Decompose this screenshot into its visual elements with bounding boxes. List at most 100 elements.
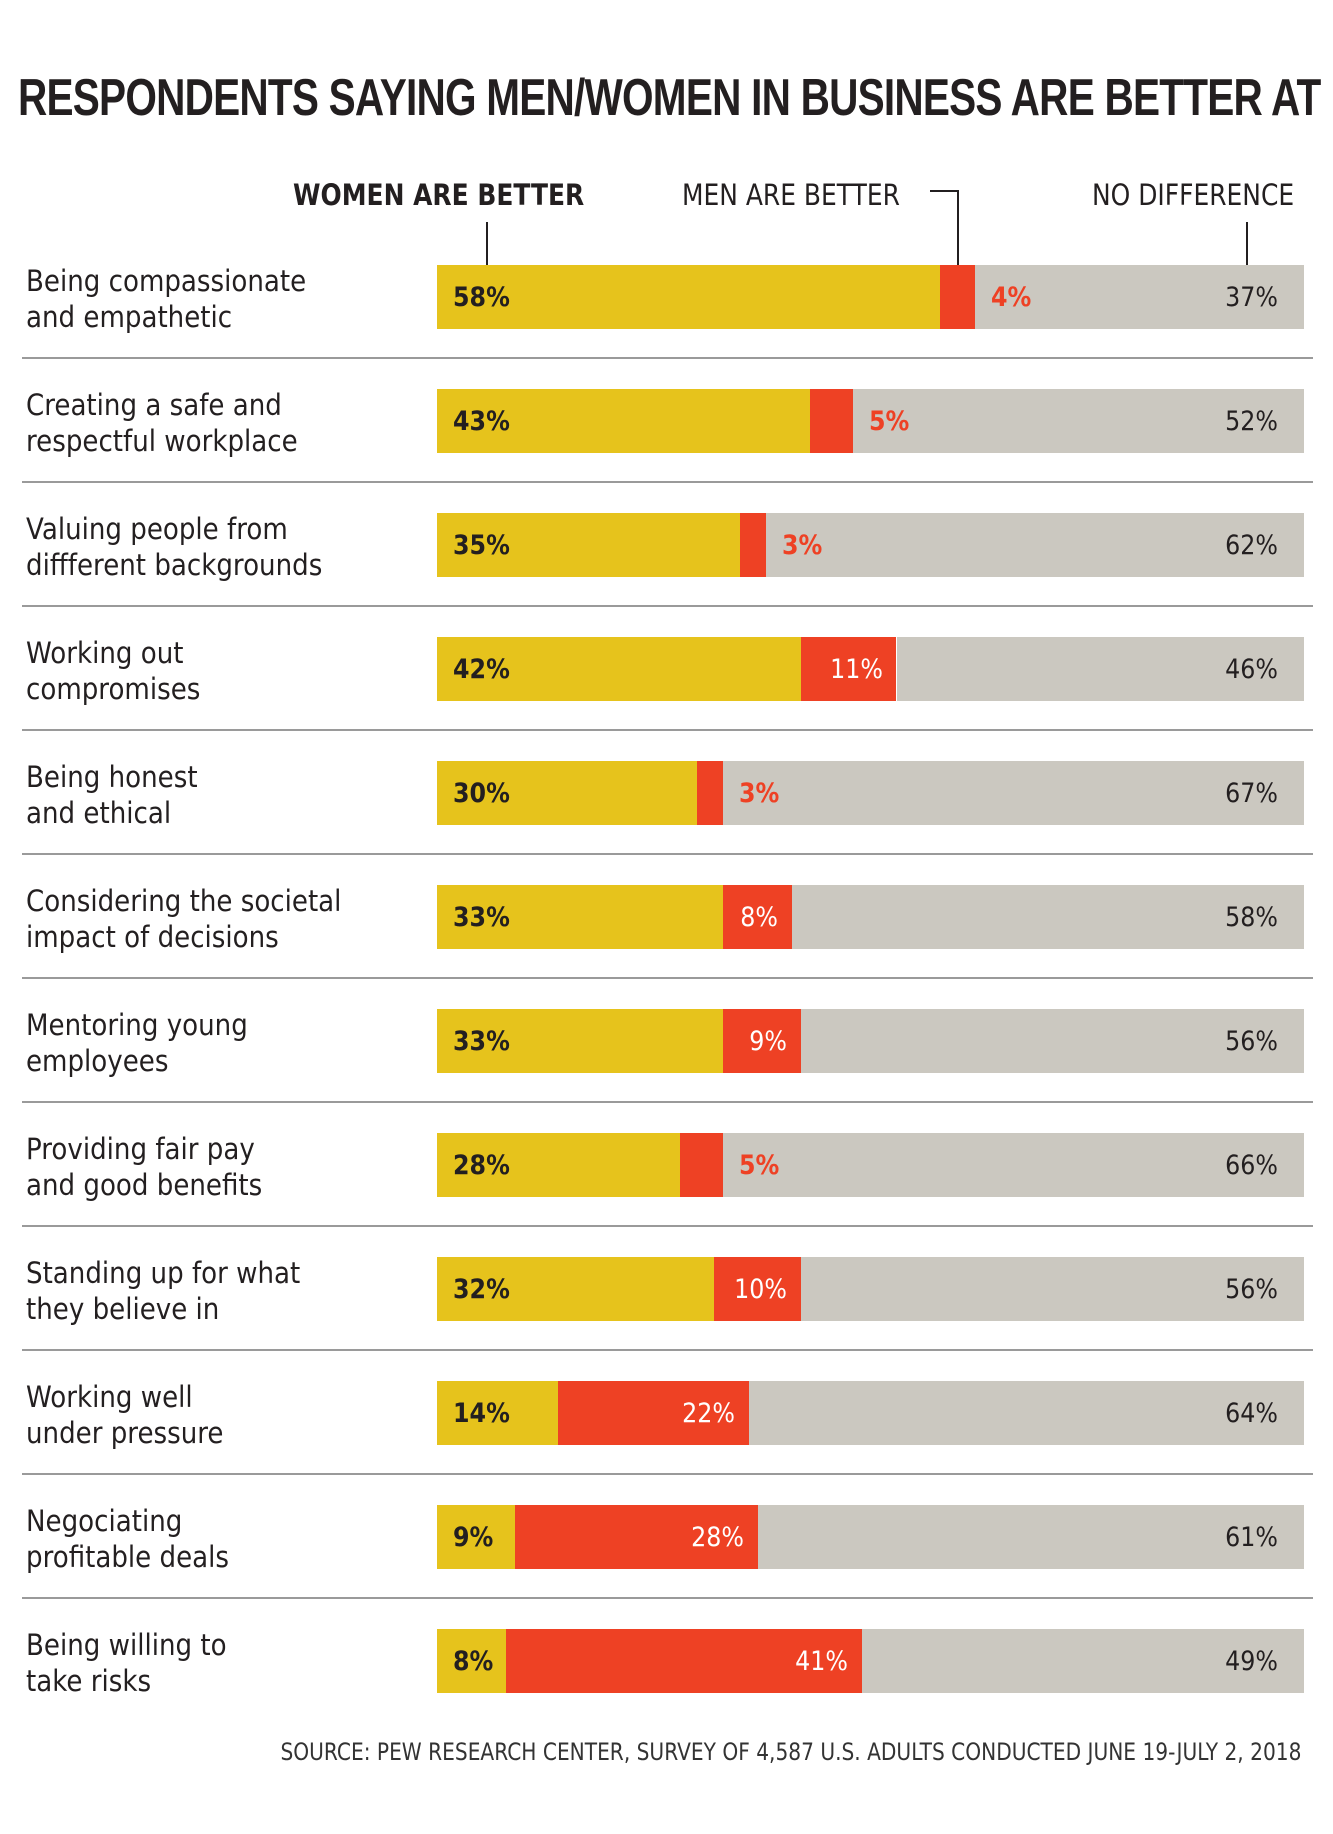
bar-no-difference xyxy=(757,1505,1304,1569)
category-label: Considering the societal impact of decis… xyxy=(26,884,342,954)
bar-no-difference xyxy=(896,637,1304,701)
row-separator xyxy=(22,481,1313,483)
value-men-better: 28% xyxy=(690,1522,744,1553)
value-men-better: 3% xyxy=(782,530,823,561)
bar-no-difference xyxy=(723,1133,1304,1197)
value-no-difference: 46% xyxy=(1225,654,1278,685)
bar-women-better xyxy=(437,1009,724,1073)
value-men-better: 9% xyxy=(749,1026,788,1057)
value-men-better: 5% xyxy=(739,1150,780,1181)
category-label: Valuing people from diffferent backgroun… xyxy=(26,512,323,582)
legend-no-difference: NO DIFFERENCE xyxy=(1092,178,1295,212)
row-separator xyxy=(22,729,1313,731)
source-note: SOURCE: PEW RESEARCH CENTER, SURVEY OF 4… xyxy=(280,1738,1301,1766)
bar-women-better xyxy=(437,389,810,453)
value-no-difference: 52% xyxy=(1225,406,1278,437)
value-women-better: 33% xyxy=(453,1026,510,1057)
row-separator xyxy=(22,357,1313,359)
value-no-difference: 56% xyxy=(1225,1274,1278,1305)
value-no-difference: 49% xyxy=(1225,1646,1278,1677)
row-separator xyxy=(22,1225,1313,1227)
bar-men-better xyxy=(723,885,793,949)
bar-men-better xyxy=(558,1381,750,1445)
value-men-better: 8% xyxy=(740,902,779,933)
value-women-better: 58% xyxy=(453,282,510,313)
bar-men-better xyxy=(506,1629,862,1693)
value-men-better: 41% xyxy=(795,1646,848,1677)
row-separator xyxy=(22,1349,1313,1351)
value-no-difference: 61% xyxy=(1225,1522,1278,1553)
value-women-better: 33% xyxy=(453,902,510,933)
category-label: Working out compromises xyxy=(26,636,201,706)
category-label: Working well under pressure xyxy=(26,1380,224,1450)
bar-men-better xyxy=(679,1133,724,1197)
bar-women-better xyxy=(437,637,802,701)
value-no-difference: 56% xyxy=(1225,1026,1278,1057)
value-no-difference: 67% xyxy=(1225,778,1278,809)
row-separator xyxy=(22,853,1313,855)
bar-men-better xyxy=(809,389,854,453)
value-women-better: 30% xyxy=(453,778,510,809)
value-women-better: 42% xyxy=(453,654,510,685)
bar-women-better xyxy=(437,1381,559,1445)
bar-women-better xyxy=(437,1629,507,1693)
value-men-better: 5% xyxy=(869,406,910,437)
value-men-better: 3% xyxy=(739,778,780,809)
bar-men-better xyxy=(723,1009,802,1073)
category-label: Being willing to take risks xyxy=(26,1628,227,1698)
bar-no-difference xyxy=(861,1629,1304,1693)
category-label: Creating a safe and respectful workplace xyxy=(26,388,298,458)
row-separator xyxy=(22,1101,1313,1103)
bar-women-better xyxy=(437,265,940,329)
bar-men-better xyxy=(697,761,724,825)
value-men-better: 22% xyxy=(682,1398,736,1429)
bar-no-difference xyxy=(766,513,1304,577)
category-label: Mentoring young employees xyxy=(26,1008,248,1078)
bar-no-difference xyxy=(723,761,1304,825)
leader-men-better-horizontal xyxy=(930,190,958,192)
bar-women-better xyxy=(437,1257,715,1321)
chart-title: RESPONDENTS SAYING MEN/WOMEN IN BUSINESS… xyxy=(18,69,1333,127)
value-women-better: 28% xyxy=(453,1150,510,1181)
value-no-difference: 66% xyxy=(1225,1150,1278,1181)
bar-no-difference xyxy=(749,1381,1304,1445)
category-label: Standing up for what they believe in xyxy=(26,1256,301,1326)
bar-men-better xyxy=(740,513,767,577)
value-no-difference: 64% xyxy=(1225,1398,1278,1429)
bar-men-better xyxy=(515,1505,758,1569)
bar-women-better xyxy=(437,1505,516,1569)
bar-no-difference xyxy=(974,265,1304,329)
value-men-better: 11% xyxy=(829,654,883,685)
row-separator xyxy=(22,605,1313,607)
value-women-better: 35% xyxy=(453,530,510,561)
category-label: Negociating profitable deals xyxy=(26,1504,230,1574)
value-no-difference: 58% xyxy=(1225,902,1278,933)
row-separator xyxy=(22,1597,1313,1599)
legend-men-better: MEN ARE BETTER xyxy=(682,178,900,212)
category-label: Being honest and ethical xyxy=(26,760,198,830)
row-separator xyxy=(22,1473,1313,1475)
legend-women-better: WOMEN ARE BETTER xyxy=(293,178,585,212)
bar-women-better xyxy=(437,513,741,577)
value-women-better: 9% xyxy=(453,1522,494,1553)
bar-men-better xyxy=(939,265,975,329)
leader-women-better xyxy=(486,222,488,274)
row-separator xyxy=(22,977,1313,979)
bar-women-better xyxy=(437,761,698,825)
value-women-better: 32% xyxy=(453,1274,510,1305)
value-men-better: 10% xyxy=(734,1274,788,1305)
category-label: Providing fair pay and good benefits xyxy=(26,1132,263,1202)
value-women-better: 8% xyxy=(453,1646,494,1677)
value-no-difference: 37% xyxy=(1225,282,1278,313)
value-women-better: 43% xyxy=(453,406,510,437)
value-men-better: 4% xyxy=(990,282,1031,313)
bar-no-difference xyxy=(801,1009,1304,1073)
bar-women-better xyxy=(437,1133,680,1197)
bar-no-difference xyxy=(853,389,1304,453)
bar-men-better xyxy=(801,637,897,701)
category-label: Being compassionate and empathetic xyxy=(26,264,307,334)
bar-men-better xyxy=(714,1257,802,1321)
bar-no-difference xyxy=(792,885,1304,949)
value-no-difference: 62% xyxy=(1225,530,1278,561)
bar-women-better xyxy=(437,885,724,949)
